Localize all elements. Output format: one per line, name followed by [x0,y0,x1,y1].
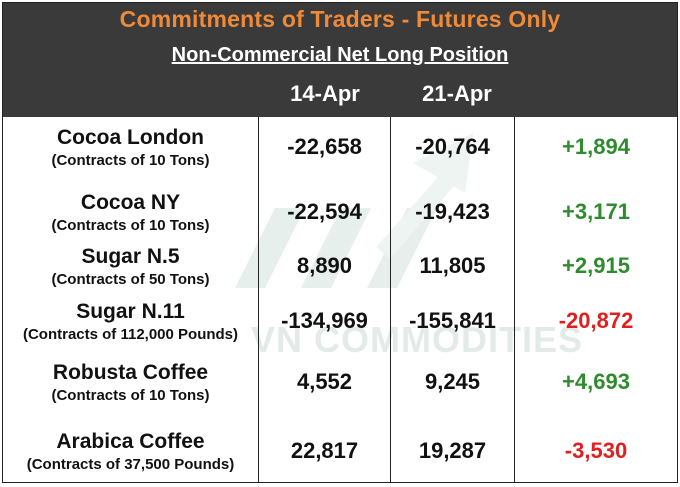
divider [514,117,515,482]
commodity-label: Sugar N.11 (Contracts of 112,000 Pounds) [3,294,258,345]
value-21-apr: -155,841 [409,308,496,333]
contract-size: (Contracts of 37,500 Pounds) [26,456,235,473]
column-header-21-apr: 21-Apr [422,81,492,106]
commodity-label: Cocoa NY (Contracts of 10 Tons) [3,185,258,236]
value-21-apr: 19,287 [418,438,487,463]
change-value: +3,171 [562,199,630,224]
divider [258,117,259,482]
commodity-label: Cocoa London (Contracts of 10 Tons) [3,120,258,171]
table-row: Robusta Coffee (Contracts of 10 Tons) 4,55… [3,355,677,415]
commodity-name: Cocoa NY [80,191,181,214]
table-row: Sugar N.11 (Contracts of 112,000 Pounds) -… [3,294,677,354]
value-14-apr: -22,594 [287,199,362,224]
change-value: +4,693 [562,369,630,394]
value-14-apr: 4,552 [296,369,353,394]
contract-size: (Contracts of 10 Tons) [51,387,210,404]
change-value: -20,872 [558,308,634,333]
value-21-apr: 9,245 [424,369,481,394]
change-value: +2,915 [562,253,630,278]
page-title: Commitments of Traders - Futures Only [119,6,561,32]
commodity-label: Sugar N.5 (Contracts of 50 Tons) [3,239,258,290]
table-row: Arabica Coffee (Contracts of 37,500 Pound… [3,424,677,482]
value-14-apr: 8,890 [296,253,353,278]
table-row: Cocoa London (Contracts of 10 Tons) -22,65… [3,120,677,180]
divider [390,117,391,482]
value-21-apr: 11,805 [419,253,486,278]
contract-size: (Contracts of 10 Tons) [51,217,210,234]
commodity-label: Arabica Coffee (Contracts of 37,500 Pound… [3,424,258,475]
commodity-name: Cocoa London [57,126,204,149]
commodity-name: Arabica Coffee [56,430,205,453]
value-21-apr: -20,764 [415,134,490,159]
value-14-apr: -22,658 [287,134,362,159]
value-14-apr: -134,969 [281,308,368,333]
contract-size: (Contracts of 10 Tons) [51,152,210,169]
change-value: +1,894 [562,134,630,159]
table-row: Sugar N.5 (Contracts of 50 Tons) 8,890 11,8… [3,239,677,299]
value-14-apr: 22,817 [290,438,359,463]
table-header: Commitments of Traders - Futures Only No… [3,3,677,117]
commodity-name: Sugar N.5 [81,245,180,268]
table-row: Cocoa NY (Contracts of 10 Tons) -22,594 -19… [3,185,677,245]
value-21-apr: -19,423 [415,199,490,224]
commodity-name: Sugar N.11 [76,300,185,323]
contract-size: (Contracts of 112,000 Pounds) [22,326,239,343]
contract-size: (Contracts of 50 Tons) [51,271,210,288]
commodity-name: Robusta Coffee [52,361,209,384]
page-subtitle: Non-Commercial Net Long Position [171,44,509,66]
change-value: -3,530 [564,438,628,463]
commodity-label: Robusta Coffee (Contracts of 10 Tons) [3,355,258,406]
column-header-14-apr: 14-Apr [290,81,360,106]
